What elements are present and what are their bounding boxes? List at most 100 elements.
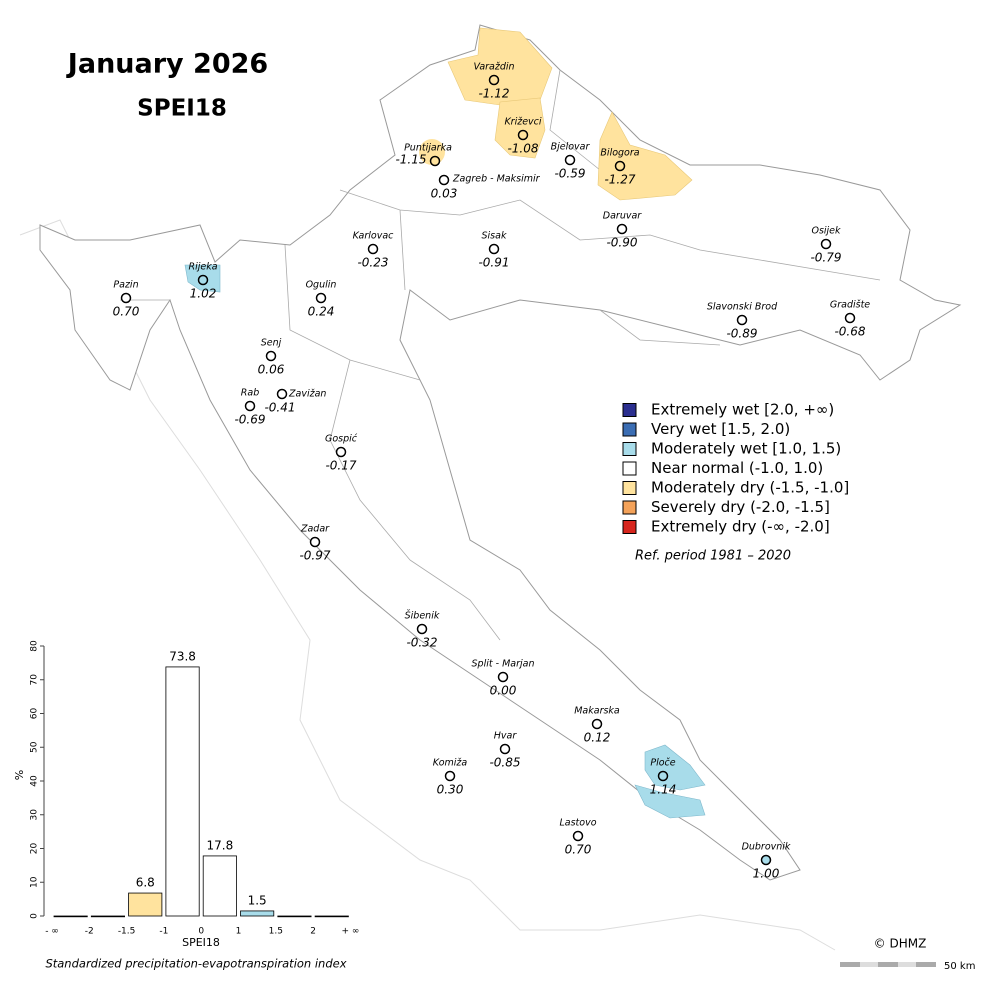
- station-value: -0.41: [264, 401, 295, 415]
- y-tick-label: 0: [30, 913, 40, 919]
- station-name: Gradište: [830, 300, 870, 311]
- station-name: Lastovo: [559, 818, 596, 829]
- station-name: Zagreb - Maksimir: [452, 174, 541, 185]
- station-value: 0.00: [490, 684, 517, 698]
- station-value: -1.12: [478, 87, 509, 101]
- station-marker: [591, 718, 603, 730]
- station-value: -0.79: [810, 251, 841, 265]
- wet-area: [634, 784, 706, 819]
- subtitle: SPEI18: [137, 96, 227, 122]
- y-tick-label: 50: [30, 741, 40, 753]
- station-value: -0.91: [478, 256, 509, 270]
- y-tick-label: 30: [30, 809, 40, 821]
- station-name: Križevci: [504, 117, 541, 128]
- scale-bar: [898, 962, 916, 967]
- station-marker: [438, 174, 450, 186]
- x-tick-label: 0: [198, 927, 204, 937]
- legend-label: Moderately dry (-1.5, -1.0]: [651, 479, 849, 497]
- station-marker: [309, 536, 321, 548]
- station-marker: [564, 154, 576, 166]
- station-marker: [120, 292, 132, 304]
- bar-value-label: 1.5: [248, 893, 267, 907]
- station-marker: [736, 314, 748, 326]
- bar-value-label: 6.8: [136, 876, 155, 890]
- station-value: -0.89: [726, 327, 757, 341]
- y-tick-label: 60: [30, 708, 40, 720]
- station-name: Bjelovar: [551, 142, 591, 153]
- legend-label: Moderately wet [1.0, 1.5): [651, 440, 841, 458]
- station-marker: [488, 74, 500, 86]
- station-name: Ploče: [650, 758, 675, 769]
- station-marker: [197, 274, 209, 286]
- bar: [277, 915, 312, 918]
- station-name: Puntijarka: [404, 143, 452, 154]
- station-marker: [444, 770, 456, 782]
- station-marker: [517, 129, 529, 141]
- bar: [240, 910, 275, 917]
- legend-label: Near normal (-1.0, 1.0): [651, 459, 823, 477]
- x-tick-label: -1.5: [118, 927, 136, 937]
- station-value: -0.97: [299, 549, 330, 563]
- station-marker: [244, 400, 256, 412]
- station-name: Ogulin: [306, 280, 337, 291]
- station-value: 1.00: [753, 867, 780, 881]
- station-marker: [335, 446, 347, 458]
- station-value: -0.23: [357, 256, 388, 270]
- bar: [202, 855, 237, 917]
- station-name: Dubrovnik: [742, 842, 791, 853]
- station-value: -0.90: [606, 236, 637, 250]
- y-tick-label: 40: [30, 775, 40, 787]
- legend-label: Very wet [1.5, 2.0): [651, 420, 790, 438]
- caption: Standardized precipitation-evapotranspir…: [45, 957, 346, 971]
- station-name: Bilogora: [600, 148, 639, 159]
- station-value: 0.30: [437, 783, 464, 797]
- station-name: Rijeka: [188, 262, 217, 273]
- station-name: Senj: [261, 338, 282, 349]
- station-name: Zadar: [300, 524, 330, 535]
- y-tick-label: 80: [30, 640, 40, 652]
- dry-area: [597, 111, 693, 201]
- legend-swatch: [622, 442, 637, 456]
- bar-value-label: 17.8: [206, 838, 233, 852]
- station-name: Zavižan: [288, 389, 326, 400]
- station-value: 0.06: [258, 363, 285, 377]
- bar: [90, 915, 126, 918]
- x-axis-label: SPEI18: [182, 936, 220, 949]
- x-tick-label: 1: [236, 927, 242, 937]
- station-marker: [265, 350, 277, 362]
- legend-swatch: [622, 481, 637, 495]
- dry-area: [447, 27, 553, 106]
- scale-bar: [860, 962, 878, 967]
- station-name: Varaždin: [473, 62, 514, 73]
- scale-bar: [840, 962, 936, 967]
- country-outline: [39, 24, 962, 881]
- station-value: 0.70: [113, 305, 140, 319]
- title: January 2026: [66, 49, 268, 80]
- station-value: 0.70: [565, 843, 592, 857]
- legend-swatch: [622, 520, 637, 534]
- station-name: Šibenik: [405, 610, 440, 622]
- station-name: Slavonski Brod: [707, 302, 778, 313]
- station-value: -1.27: [604, 173, 635, 187]
- legend-swatch: [622, 461, 637, 476]
- x-tick-label: -2: [85, 927, 94, 937]
- station-value: -0.68: [834, 325, 865, 339]
- station-name: Karlovac: [353, 231, 395, 242]
- bar: [314, 915, 349, 918]
- legend-label: Extremely wet [2.0, +∞): [651, 401, 834, 419]
- station-marker: [499, 743, 511, 755]
- county-borders: [120, 69, 881, 641]
- bar: [165, 666, 200, 917]
- station-value: -0.17: [325, 459, 356, 473]
- x-tick-label: + ∞: [341, 927, 359, 937]
- station-marker: [844, 312, 856, 324]
- x-tick-label: -1: [159, 927, 168, 937]
- station-value: 0.03: [431, 187, 458, 201]
- station-marker: [315, 292, 327, 304]
- legend-label: Severely dry (-2.0, -1.5]: [651, 498, 830, 516]
- station-value: -0.85: [489, 756, 520, 770]
- station-name: Makarska: [574, 706, 620, 717]
- y-tick-label: 20: [30, 843, 40, 855]
- bar: [53, 915, 88, 918]
